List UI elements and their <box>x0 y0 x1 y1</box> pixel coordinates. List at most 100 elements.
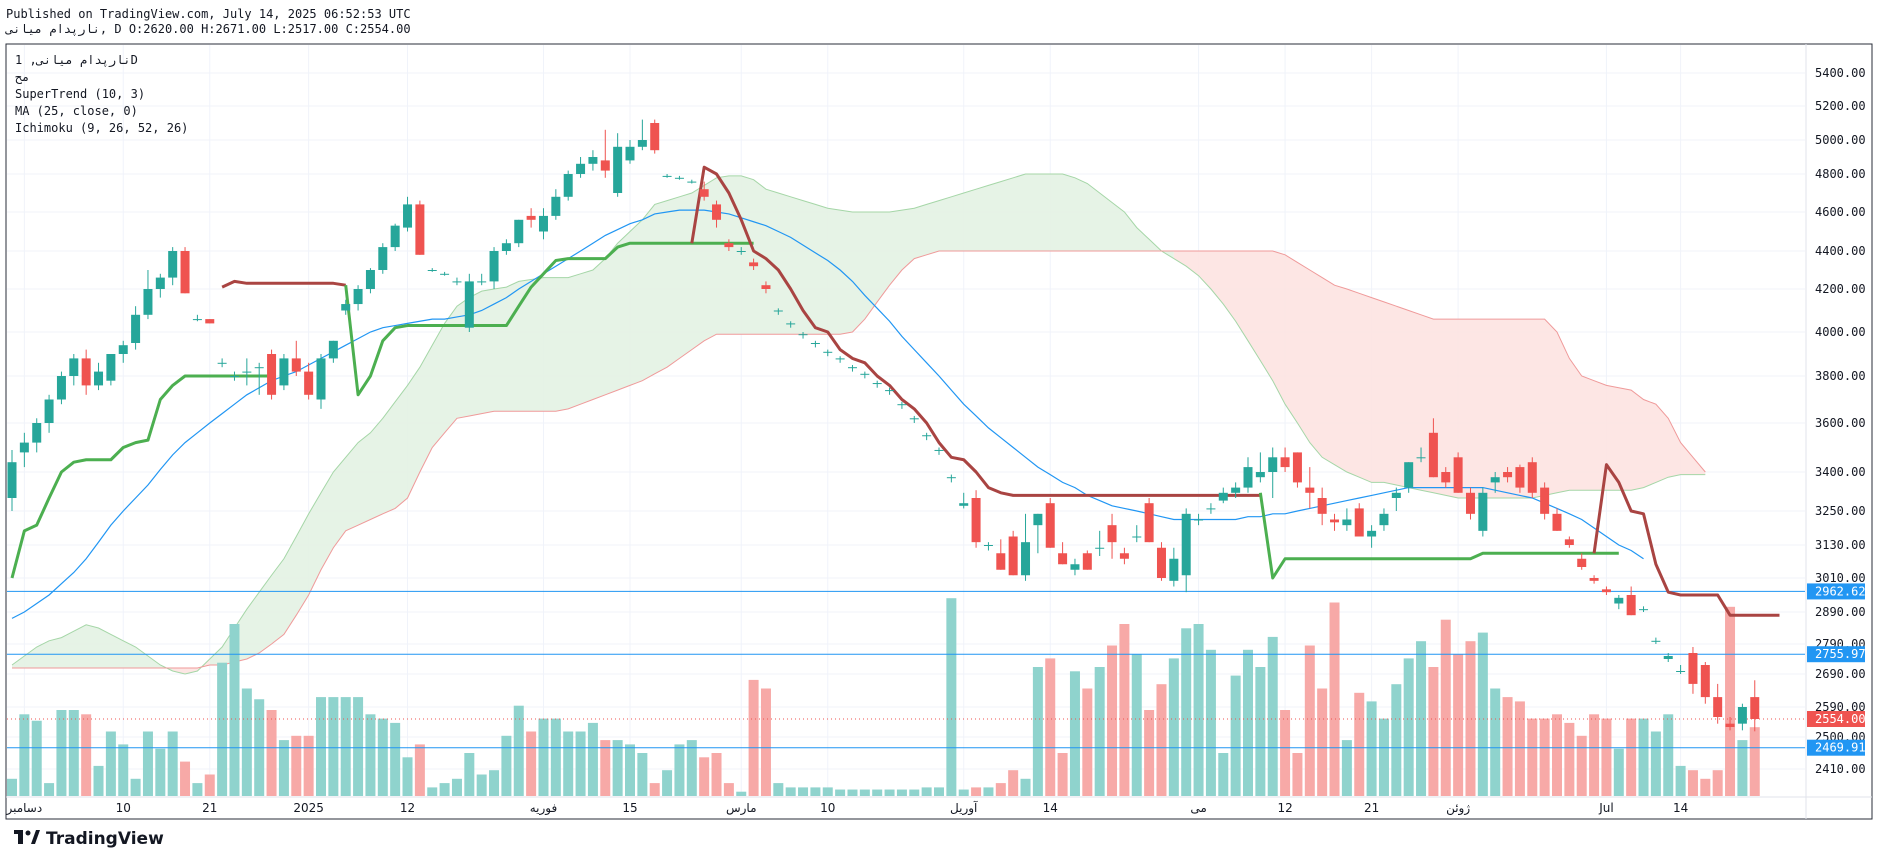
candle-body <box>959 503 969 506</box>
candle-body <box>477 281 487 283</box>
candle-body <box>7 462 17 498</box>
y-tick-label: 3400.00 <box>1815 465 1866 479</box>
legend-supertrend[interactable]: SuperTrend (10, 3) <box>15 87 146 101</box>
volume-bar <box>1378 718 1389 796</box>
candle-body <box>1206 508 1216 510</box>
x-tick-label: 21 <box>202 801 217 815</box>
candle-body <box>1478 492 1488 531</box>
candle-body <box>1144 503 1154 543</box>
candle-body <box>1342 519 1352 526</box>
ohlc-values: D O:2620.00 H:2671.00 L:2517.00 C:2554.0… <box>114 22 411 36</box>
volume-bar <box>1428 667 1439 796</box>
volume-bar <box>513 705 524 796</box>
tradingview-logo-icon <box>14 829 40 849</box>
volume-bar <box>1552 714 1562 796</box>
cloud-area <box>12 624 173 671</box>
volume-bar <box>785 787 796 796</box>
volume-bar <box>1218 753 1229 796</box>
candle-body <box>56 376 66 400</box>
volume-bar <box>1020 778 1031 796</box>
candle-body <box>1181 513 1191 576</box>
candle-body <box>131 314 141 343</box>
volume-bar <box>884 789 895 796</box>
volume-bar <box>365 714 376 796</box>
candle-body <box>934 449 944 451</box>
candle-body <box>650 123 660 151</box>
candle-body <box>403 204 413 228</box>
volume-bar <box>56 710 67 796</box>
candle-body <box>1589 578 1599 581</box>
y-tick-label: 2890.00 <box>1815 605 1866 619</box>
candle-body <box>106 354 116 381</box>
symbol-name: نارپدام میانی <box>6 22 100 36</box>
volume-bar <box>1329 602 1340 796</box>
volume-bar <box>328 697 339 796</box>
candle-body <box>229 376 239 377</box>
candle-body <box>1095 547 1105 549</box>
volume-bar <box>538 718 549 796</box>
supertrend-down-1 <box>221 279 346 289</box>
candle-body <box>69 358 79 376</box>
candle-body <box>786 323 796 325</box>
candle-body <box>1527 462 1537 493</box>
supertrend-up-2 <box>344 241 754 397</box>
volume-bar <box>1416 641 1427 796</box>
candle-body <box>1280 457 1290 468</box>
time-axis[interactable]: دسامبر 10 21 2025 12 فوریه 15 مارس 10 آوریل 14 می 12… <box>5 800 1688 816</box>
volume-bar <box>760 688 771 796</box>
price-label-box <box>1807 583 1865 600</box>
volume-bar <box>699 757 710 796</box>
volume-bar <box>390 722 401 796</box>
candle-body <box>180 251 190 294</box>
candle-body <box>1292 452 1302 483</box>
x-tick-label: فوریه <box>530 801 558 816</box>
volume-bar <box>563 731 574 796</box>
volume-bar <box>859 789 870 796</box>
candle-body <box>1058 553 1068 565</box>
volume-bar <box>711 753 722 796</box>
volume-bar <box>1032 667 1043 796</box>
price-axis[interactable]: 5400.00 5200.00 5000.00 4800.00 4600.00 4400.… <box>1815 66 1866 776</box>
volume-bar <box>439 783 450 796</box>
tradingview-brand[interactable]: TradingView <box>14 829 164 849</box>
volume-bar <box>1267 636 1278 796</box>
candle-body <box>192 319 202 321</box>
x-tick-label: ژوئن <box>1446 801 1470 816</box>
volume-bar <box>1453 654 1464 796</box>
volume-bar <box>1613 748 1624 796</box>
candle-body <box>1255 472 1265 478</box>
candle-body <box>1651 640 1661 642</box>
volume-bar <box>340 697 351 796</box>
volume-bar <box>44 783 55 796</box>
candle-body <box>1119 553 1129 559</box>
legend-ma[interactable]: MA (25, close, 0) <box>15 104 138 118</box>
candle-body <box>452 281 462 283</box>
candle-body <box>1515 467 1525 488</box>
candle-body <box>440 273 450 275</box>
candle-body <box>341 304 351 311</box>
volume-bar <box>1205 649 1216 796</box>
volume-bar <box>1527 718 1538 796</box>
horizontal-lines[interactable] <box>7 590 1805 749</box>
y-tick-label: 5000.00 <box>1815 133 1866 147</box>
candle-body <box>687 181 697 183</box>
candle-body <box>1750 697 1760 719</box>
candle-body <box>1713 697 1723 717</box>
candle-body <box>143 289 153 315</box>
volume-bar <box>723 783 734 796</box>
candle-body <box>168 251 178 278</box>
x-tick-label: 14 <box>1673 801 1688 815</box>
volume-bar <box>266 710 277 796</box>
volume-bar <box>427 787 438 796</box>
volume-bar <box>217 662 228 796</box>
volume-bar <box>105 731 116 796</box>
symbol-ohlc-line: نارپدام میانی, D O:2620.00 H:2671.00 L:2… <box>6 22 411 36</box>
legend-ichimoku[interactable]: Ichimoku (9, 26, 52, 26) <box>15 121 189 135</box>
volume-bar <box>291 735 302 796</box>
candle-body <box>427 270 437 271</box>
candle-body <box>1416 457 1426 459</box>
published-line: Published on TradingView.com, July 14, 2… <box>6 7 411 21</box>
candle-body <box>885 390 895 392</box>
volume-bar <box>896 789 907 796</box>
